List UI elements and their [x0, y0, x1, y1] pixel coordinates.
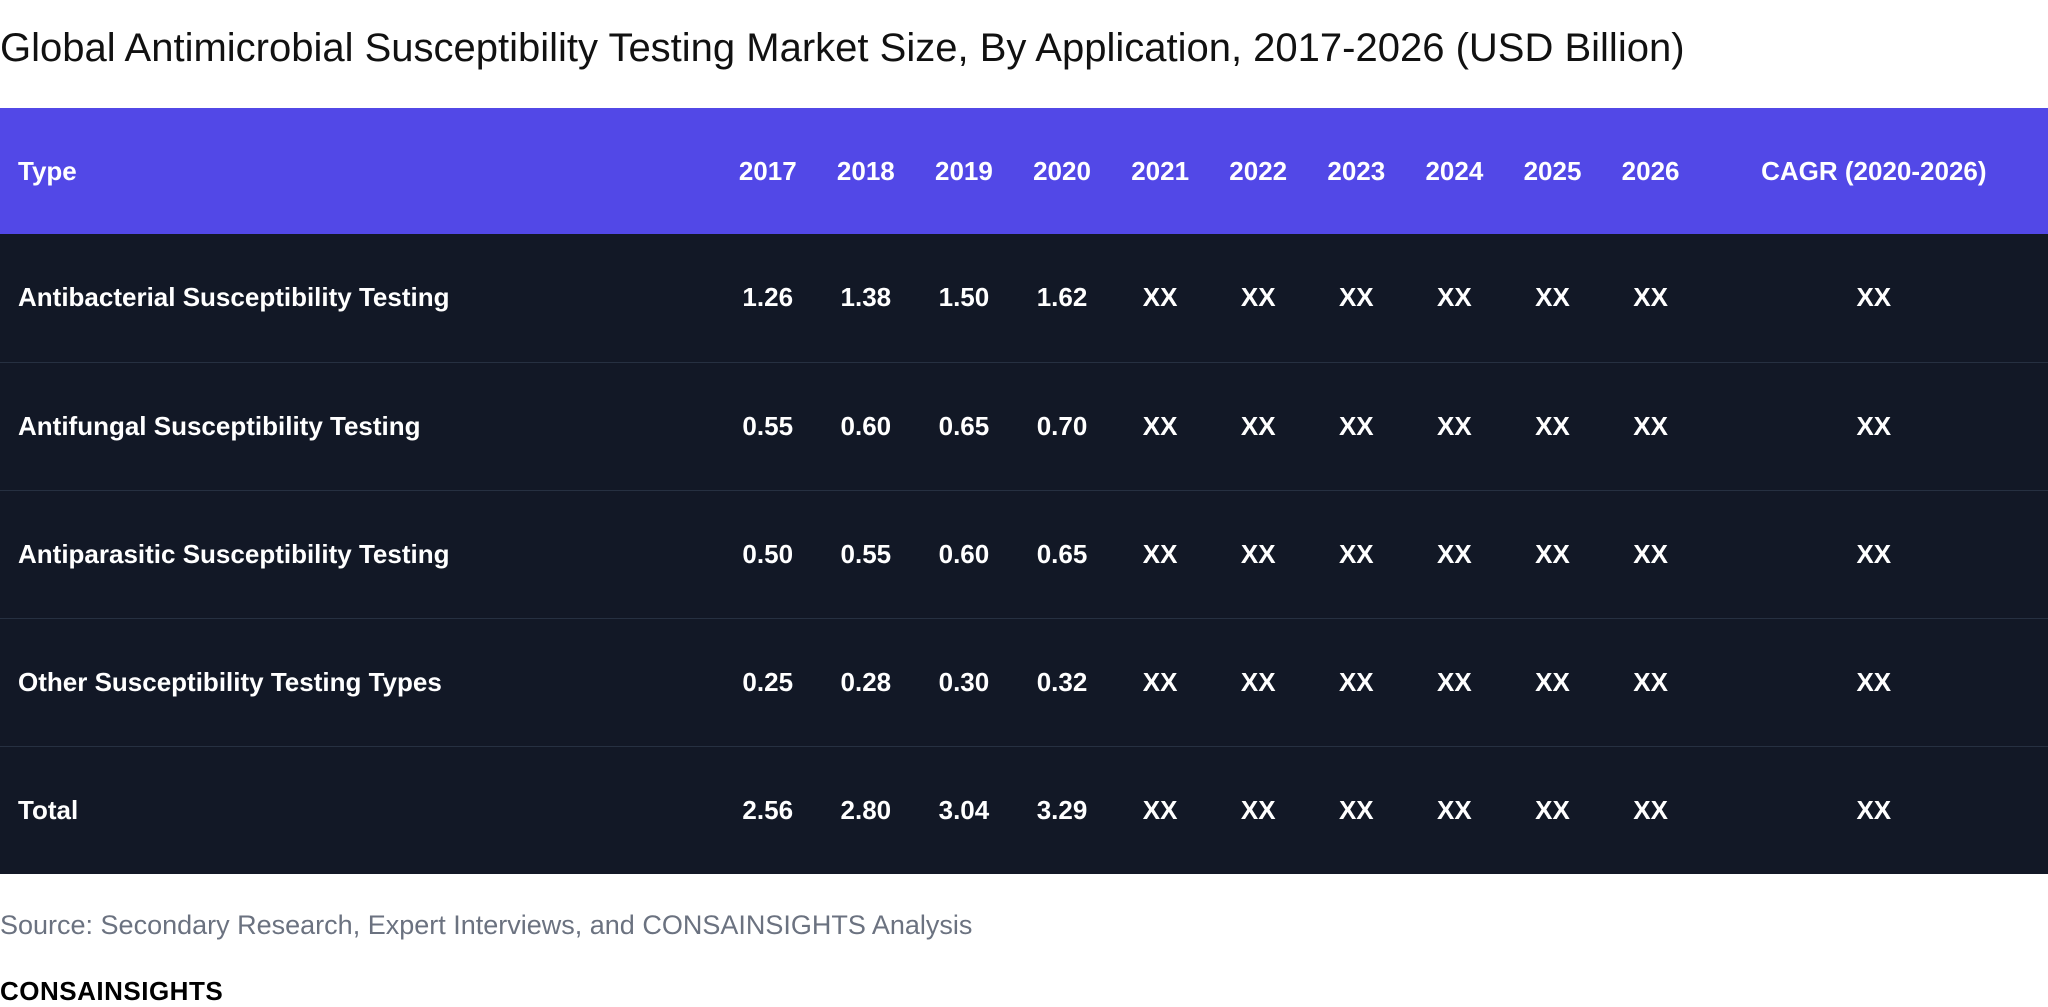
- table-cell: XX: [1338, 538, 1374, 569]
- table-row: Antifungal Susceptibility Testing 0.55 0.6…: [0, 362, 2048, 490]
- table-cell: XX: [1142, 794, 1178, 825]
- table-cell: XX: [1856, 666, 1892, 697]
- table-cell: XX: [1535, 794, 1570, 825]
- table-cell: XX: [1240, 666, 1276, 697]
- table-row: Other Susceptibility Testing Types 0.25 0.…: [0, 618, 2048, 746]
- column-header-2018: 2018: [836, 155, 895, 186]
- table-cell: 0.32: [1036, 666, 1088, 697]
- table-header-row: Type 2017 2018 2019 2020 2021 2022 2023 2024 2025…: [0, 108, 2048, 234]
- table-cell: XX: [1338, 410, 1374, 441]
- table-cell: XX: [1338, 282, 1374, 313]
- row-label: Antiparasitic Susceptibility Testing: [18, 538, 450, 569]
- row-label: Total: [18, 794, 79, 825]
- table-cell: 1.38: [840, 282, 892, 313]
- table-cell: 0.50: [742, 538, 794, 569]
- column-header-cagr-2020-2026: CAGR (2020-2026): [1761, 155, 1987, 186]
- table-cell: XX: [1142, 282, 1178, 313]
- table-cell: XX: [1240, 282, 1276, 313]
- table-cell: XX: [1856, 538, 1892, 569]
- page-title: Global Antimicrobial Susceptibility Test…: [0, 26, 1685, 70]
- table-cell: 0.30: [938, 666, 990, 697]
- table-cell: 3.04: [938, 794, 990, 825]
- column-header-2026: 2026: [1621, 155, 1680, 186]
- table-cell: XX: [1437, 794, 1472, 825]
- table-cell: 1.62: [1036, 282, 1088, 313]
- table-cell: XX: [1142, 538, 1178, 569]
- column-header-2025: 2025: [1523, 155, 1582, 186]
- column-header-2022: 2022: [1229, 155, 1288, 186]
- table-cell: XX: [1535, 410, 1570, 441]
- table-cell: XX: [1338, 794, 1374, 825]
- table-row: Total 2.56 2.80 3.04 3.29 XX XX XX XX XX XX XX: [0, 746, 2048, 874]
- column-header-2023: 2023: [1327, 155, 1386, 186]
- table-cell: 0.55: [840, 538, 892, 569]
- market-size-table: Type 2017 2018 2019 2020 2021 2022 2023 2024 2025…: [0, 108, 2048, 874]
- table-cell: XX: [1633, 282, 1668, 313]
- table-cell: 0.55: [742, 410, 794, 441]
- table-cell: XX: [1856, 282, 1892, 313]
- column-header-2019: 2019: [935, 155, 993, 186]
- column-header-2021: 2021: [1131, 155, 1190, 186]
- table-cell: XX: [1856, 794, 1892, 825]
- table-cell: 1.50: [938, 282, 990, 313]
- table-cell: 0.60: [840, 410, 892, 441]
- table-body: Antibacterial Susceptibility Testing 1.26…: [0, 234, 2048, 874]
- table-cell: 2.80: [840, 794, 892, 825]
- table-cell: XX: [1437, 538, 1472, 569]
- table-cell: XX: [1240, 538, 1276, 569]
- table-cell: XX: [1633, 538, 1668, 569]
- table-cell: XX: [1633, 410, 1668, 441]
- table-cell: 0.28: [840, 666, 892, 697]
- table-cell: 1.26: [742, 282, 794, 313]
- table-cell: 0.65: [938, 410, 990, 441]
- table-cell: XX: [1535, 538, 1570, 569]
- table-cell: XX: [1535, 666, 1570, 697]
- table-cell: 0.65: [1036, 538, 1088, 569]
- table-cell: XX: [1437, 666, 1472, 697]
- column-header-2024: 2024: [1425, 155, 1484, 186]
- table-cell: XX: [1338, 666, 1374, 697]
- row-label: Other Susceptibility Testing Types: [18, 666, 442, 697]
- table-cell: XX: [1142, 666, 1178, 697]
- column-header-type: Type: [18, 155, 77, 186]
- table-cell: XX: [1240, 410, 1276, 441]
- data-table: Type 2017 2018 2019 2020 2021 2022 2023 2024 2025…: [0, 108, 2048, 874]
- table-cell: XX: [1856, 410, 1892, 441]
- row-label: Antifungal Susceptibility Testing: [18, 410, 421, 441]
- table-cell: XX: [1142, 410, 1178, 441]
- table-cell: 3.29: [1036, 794, 1088, 825]
- table-row: Antibacterial Susceptibility Testing 1.26…: [0, 234, 2048, 362]
- brand-logo: CONSAINSIGHTS: [0, 976, 224, 1006]
- table-row: Antiparasitic Susceptibility Testing 0.50…: [0, 490, 2048, 618]
- table-cell: 0.70: [1036, 410, 1088, 441]
- row-label: Antibacterial Susceptibility Testing: [18, 282, 450, 313]
- table-cell: XX: [1437, 410, 1472, 441]
- column-header-2017: 2017: [738, 155, 797, 186]
- table-cell: XX: [1437, 282, 1472, 313]
- table-cell: 0.25: [742, 666, 794, 697]
- source-note: Source: Secondary Research, Expert Inter…: [0, 910, 973, 940]
- table-cell: XX: [1633, 666, 1668, 697]
- table-cell: 2.56: [742, 794, 794, 825]
- table-cell: 0.60: [938, 538, 990, 569]
- table-cell: XX: [1535, 282, 1570, 313]
- column-header-2020: 2020: [1033, 155, 1091, 186]
- table-cell: XX: [1633, 794, 1668, 825]
- table-cell: XX: [1240, 794, 1276, 825]
